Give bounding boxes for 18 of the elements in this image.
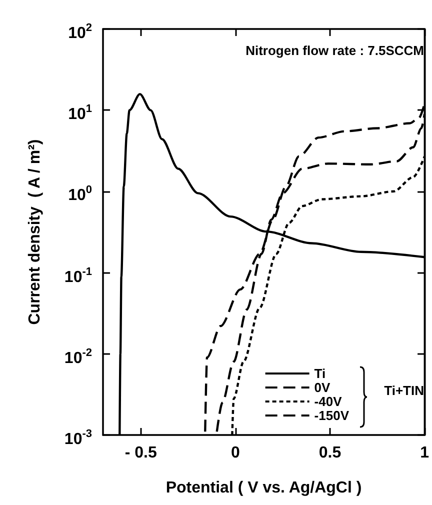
x-tick-label: - 0.5 xyxy=(124,444,157,462)
x-tick-label: 1 xyxy=(420,444,430,462)
y-tick-label: 10$^{-1}$ xyxy=(64,264,92,288)
x-axis-title: Potential ( V vs. Ag/AgCl ) xyxy=(166,480,362,496)
annotation: Nitrogen flow rate : 7.5SCCM xyxy=(246,43,424,58)
x-tick-label: 0 xyxy=(230,444,240,462)
annotation: Ti+TIN xyxy=(384,383,424,398)
legend-label: -40V xyxy=(314,394,342,409)
legend-label: Ti xyxy=(314,366,326,381)
y-tick-label: 10$^{1}$ xyxy=(68,102,92,126)
y-tick-label: 10$^{2}$ xyxy=(68,21,92,44)
y-tick-label: 10$^{-3}$ xyxy=(64,427,92,450)
x-tick-label: 0.5 xyxy=(318,444,342,462)
legend-label: -150V xyxy=(314,408,350,423)
y-axis-title: Current density ( A / m²) xyxy=(26,139,44,325)
y-tick-label: 10$^{0}$ xyxy=(68,183,92,206)
legend-label: 0V xyxy=(314,380,331,395)
y-tick-label: 10$^{-2}$ xyxy=(64,346,92,369)
